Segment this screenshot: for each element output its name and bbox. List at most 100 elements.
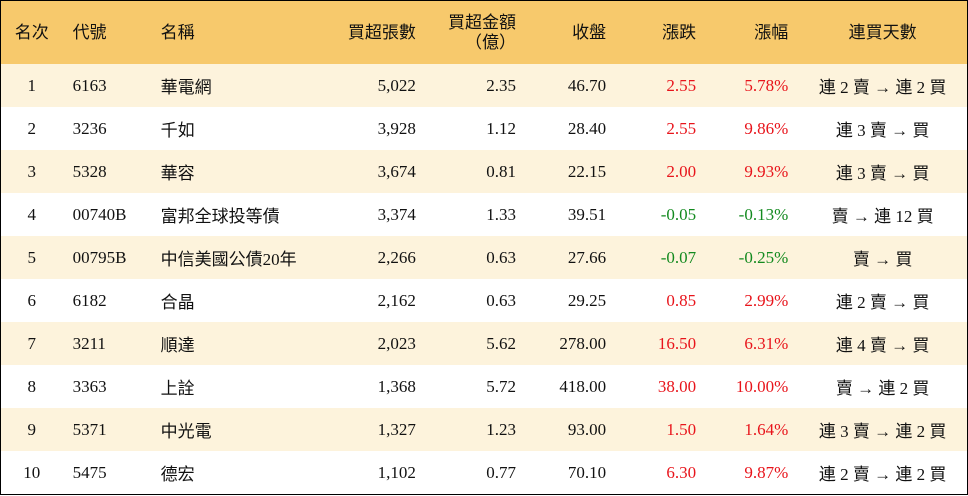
table-cell: -0.05 xyxy=(660,204,697,224)
table-cell: 順達 xyxy=(150,322,321,365)
table-cell: 千如 xyxy=(160,121,195,140)
table-row: 4 00740B 富邦全球投等債 3,374 1.33 39.51 -0.05 -0.13% 賣… xyxy=(1,193,968,236)
table-row: 8 3363 上詮 1,368 5.72 418.00 38.00 10.00% 賣 → 連 2… xyxy=(1,365,968,408)
table-cell: 00795B xyxy=(62,236,151,279)
table-row: 3 5328 華容 3,674 0.81 22.15 2.00 9.93% 連 3 賣 → 買 xyxy=(0,150,968,193)
table-cell: -0.07 xyxy=(616,236,707,279)
table-cell: 5 xyxy=(0,236,63,279)
table-cell: 1.23 xyxy=(425,408,526,451)
table-cell: 28.40 xyxy=(567,118,607,138)
header-cell: 漲幅 xyxy=(706,0,799,64)
table-cell: 1.33 xyxy=(486,204,516,224)
table-cell: 2 xyxy=(27,118,37,138)
table-cell: 6.31% xyxy=(706,322,799,365)
table-cell: 2,162 xyxy=(377,290,416,310)
table-cell: 連 3 賣 → 連 2 買 xyxy=(798,408,968,451)
table-cell: 3 xyxy=(0,150,63,193)
table-cell: 1.12 xyxy=(486,118,516,138)
table-cell: 2.00 xyxy=(616,150,707,193)
table-cell: 39.51 xyxy=(567,204,607,224)
table-cell: 5328 xyxy=(62,150,151,193)
table-cell: 6182 xyxy=(72,290,107,310)
header-cell: 名稱 xyxy=(150,0,321,64)
table-cell: 3236 xyxy=(72,118,107,138)
table-cell: 5371 xyxy=(62,408,151,451)
table-cell: 0.63 xyxy=(486,290,516,310)
table-cell: 278.00 xyxy=(526,322,617,365)
table-cell: 2.55 xyxy=(666,118,697,138)
table-cell: -0.13% xyxy=(738,204,789,224)
table-cell: 5475 xyxy=(72,462,107,482)
table-cell: 2.99% xyxy=(744,290,789,310)
table-cell: 連 2 賣 → 連 2 買 xyxy=(798,64,968,107)
table-cell: 富邦全球投等債 xyxy=(160,207,280,226)
header-cell: 買超金額 （億） xyxy=(425,0,526,64)
table-cell: 合晶 xyxy=(160,293,195,312)
table-cell: 1.50 xyxy=(616,408,707,451)
table-cell: 0.77 xyxy=(486,462,516,482)
table-cell: 賣 → 連 2 買 xyxy=(835,379,930,398)
table-cell: 2.55 xyxy=(616,64,707,107)
table-cell: 賣 → 買 xyxy=(798,236,968,279)
table-cell: 5.62 xyxy=(425,322,526,365)
table-cell: 9.87% xyxy=(744,462,789,482)
table-cell: 0.85 xyxy=(666,290,697,310)
table-cell: 9.86% xyxy=(744,118,789,138)
table-cell: 3211 xyxy=(62,322,151,365)
table-cell: 6 xyxy=(27,290,37,310)
table-cell: 00740B xyxy=(72,204,127,224)
table-row: 9 5371 中光電 1,327 1.23 93.00 1.50 1.64% 連 3 賣 → 連… xyxy=(0,408,968,451)
table-cell: 華電網 xyxy=(150,64,321,107)
table-cell: 1,327 xyxy=(320,408,426,451)
table-cell: 1,102 xyxy=(377,462,416,482)
table-cell: 連 2 賣 → 買 xyxy=(835,293,930,312)
table-cell: 3,674 xyxy=(320,150,426,193)
table-body: 1 6163 華電網 5,022 2.35 46.70 2.55 5.78% 連 2 賣 → 連… xyxy=(0,64,968,495)
header-cell: 收盤 xyxy=(526,0,617,64)
table-row: 2 3236 千如 3,928 1.12 28.40 2.55 9.86% 連 3 賣 → 買 xyxy=(1,107,968,150)
table-cell: 7 xyxy=(0,322,63,365)
table-cell: 16.50 xyxy=(616,322,707,365)
table-cell: 連 3 賣 → 買 xyxy=(835,121,930,140)
table-cell: 10 xyxy=(23,462,41,482)
table-cell: 5,022 xyxy=(320,64,426,107)
table-header: 名次 代號 名稱 買超張數 買超金額 （億） 收盤 漲跌 漲幅 連買天數 xyxy=(0,0,968,64)
table-cell: 德宏 xyxy=(160,465,195,484)
table-cell: 2.35 xyxy=(425,64,526,107)
table-cell: 70.10 xyxy=(567,462,607,482)
table-cell: 418.00 xyxy=(559,376,607,396)
table-cell: 連 4 賣 → 買 xyxy=(798,322,968,365)
table-cell: 6.30 xyxy=(666,462,697,482)
header-cell: 名次 xyxy=(0,0,63,64)
table-cell: 連 2 賣 → 連 2 買 xyxy=(818,465,947,484)
table-cell: 1.64% xyxy=(706,408,799,451)
table-cell: 華容 xyxy=(150,150,321,193)
table-cell: 8 xyxy=(27,376,37,396)
table-row: 1 6163 華電網 5,022 2.35 46.70 2.55 5.78% 連 2 賣 → 連… xyxy=(0,64,968,107)
table-cell: 中信美國公債20年 xyxy=(150,236,321,279)
table-cell: 2,266 xyxy=(320,236,426,279)
table-cell: 2,023 xyxy=(320,322,426,365)
table-cell: 賣 → 連 12 買 xyxy=(831,207,934,226)
table-cell: 0.63 xyxy=(425,236,526,279)
table-row: 7 3211 順達 2,023 5.62 278.00 16.50 6.31% 連 4 賣 → … xyxy=(0,322,968,365)
table-cell: 9 xyxy=(0,408,63,451)
table-cell: 5.72 xyxy=(486,376,516,396)
header-cell: 代號 xyxy=(62,0,151,64)
table-cell: 3363 xyxy=(72,376,107,396)
table-cell: 3,374 xyxy=(377,204,416,224)
table-cell: 中光電 xyxy=(150,408,321,451)
header-row: 名次 代號 名稱 買超張數 買超金額 （億） 收盤 漲跌 漲幅 連買天數 xyxy=(0,0,968,64)
table-cell: 29.25 xyxy=(567,290,607,310)
table-row: 6 6182 合晶 2,162 0.63 29.25 0.85 2.99% 連 2 賣 → 買 xyxy=(1,279,968,322)
header-cell: 漲跌 xyxy=(616,0,707,64)
table-row: 10 5475 德宏 1,102 0.77 70.10 6.30 9.87% 連 2 賣 → 連… xyxy=(1,451,968,495)
table-cell: 3,928 xyxy=(377,118,416,138)
table-cell: 9.93% xyxy=(706,150,799,193)
table-cell: 10.00% xyxy=(735,376,789,396)
table-cell: 0.81 xyxy=(425,150,526,193)
table-cell: 1,368 xyxy=(377,376,416,396)
header-cell: 買超張數 xyxy=(320,0,426,64)
